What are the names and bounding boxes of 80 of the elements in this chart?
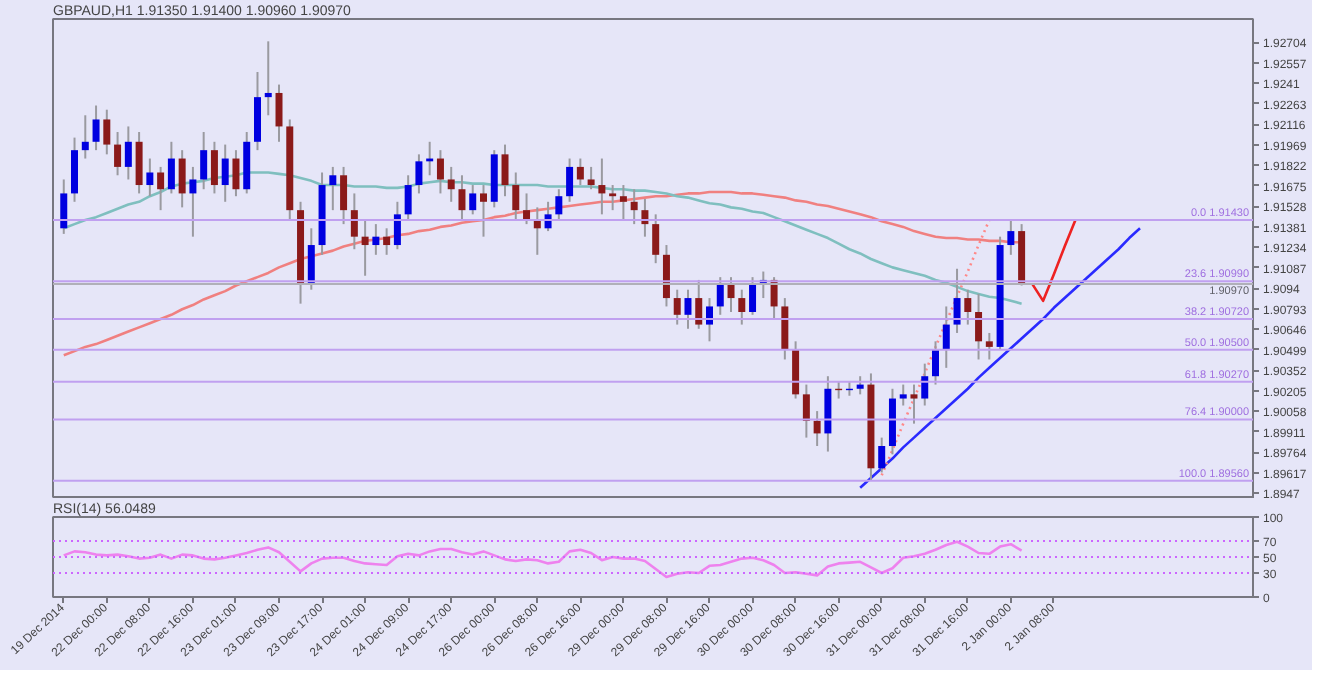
candlestick [361,218,369,277]
candlestick [727,276,735,314]
candlestick [630,188,638,226]
candlestick [523,192,531,226]
candlestick [942,305,950,369]
candlestick [243,131,251,195]
candlestick [469,184,477,216]
candlestick [684,288,692,330]
candlestick [103,108,111,156]
candlestick [436,149,444,195]
candlestick [749,276,757,316]
candlestick [598,157,606,216]
line-series [1031,218,1077,303]
candlestick [619,184,627,221]
candlestick [253,71,261,152]
candlestick [393,200,401,251]
candlestick [447,165,455,203]
candlestick [587,165,595,191]
candlestick [652,213,660,265]
candlestick [200,131,208,191]
candlestick [329,165,337,212]
candlestick [81,114,89,160]
line-series [880,218,991,477]
candlestick [210,140,218,195]
candlestick [673,288,681,326]
candlestick [146,157,154,198]
candlestick [1007,218,1015,256]
candlestick [404,174,412,221]
candlestick [178,149,186,209]
candlestick [921,362,929,407]
candlestick [501,143,509,198]
candlestick [189,165,197,238]
candlestick [415,153,423,195]
candlestick [480,184,487,238]
candlestick [167,140,175,195]
candlestick [738,288,746,326]
candlestick [802,383,810,439]
candlestick [856,375,864,396]
candlestick [953,267,961,334]
candlestick [910,383,918,425]
candlestick [792,340,800,400]
candlestick [888,387,896,456]
candlestick [264,40,272,117]
candlestick [350,192,358,251]
candlestick [490,149,498,209]
candlestick [695,278,703,330]
candlestick [512,171,520,221]
line-series [858,227,1142,490]
candlestick [964,288,972,326]
candlestick [232,149,240,198]
candlestick [372,223,380,256]
candlestick [383,227,391,256]
candlestick [124,125,132,181]
candlestick [60,178,68,235]
candlestick [975,292,983,361]
candlestick [221,143,229,203]
candlestick [114,131,122,177]
candlestick [92,104,100,152]
candlestick [576,157,584,187]
candlestick [157,165,165,212]
candlestick [813,410,821,447]
candlestick [307,227,315,291]
candlestick [555,188,563,221]
candlestick [71,136,79,203]
candlestick [781,297,789,361]
candlestick [899,383,907,407]
line-series [62,540,1023,579]
candlestick [932,340,940,386]
candlestick [716,276,724,316]
candlestick [458,174,466,221]
candlestick [824,375,832,453]
candlestick [662,244,670,308]
candlestick [609,184,617,212]
candlestick [135,131,143,195]
candlestick [340,165,348,226]
candlestick [706,297,713,343]
candlestick [275,83,283,143]
candlestick [878,436,886,474]
candlestick [985,331,993,361]
candlestick [566,157,574,203]
